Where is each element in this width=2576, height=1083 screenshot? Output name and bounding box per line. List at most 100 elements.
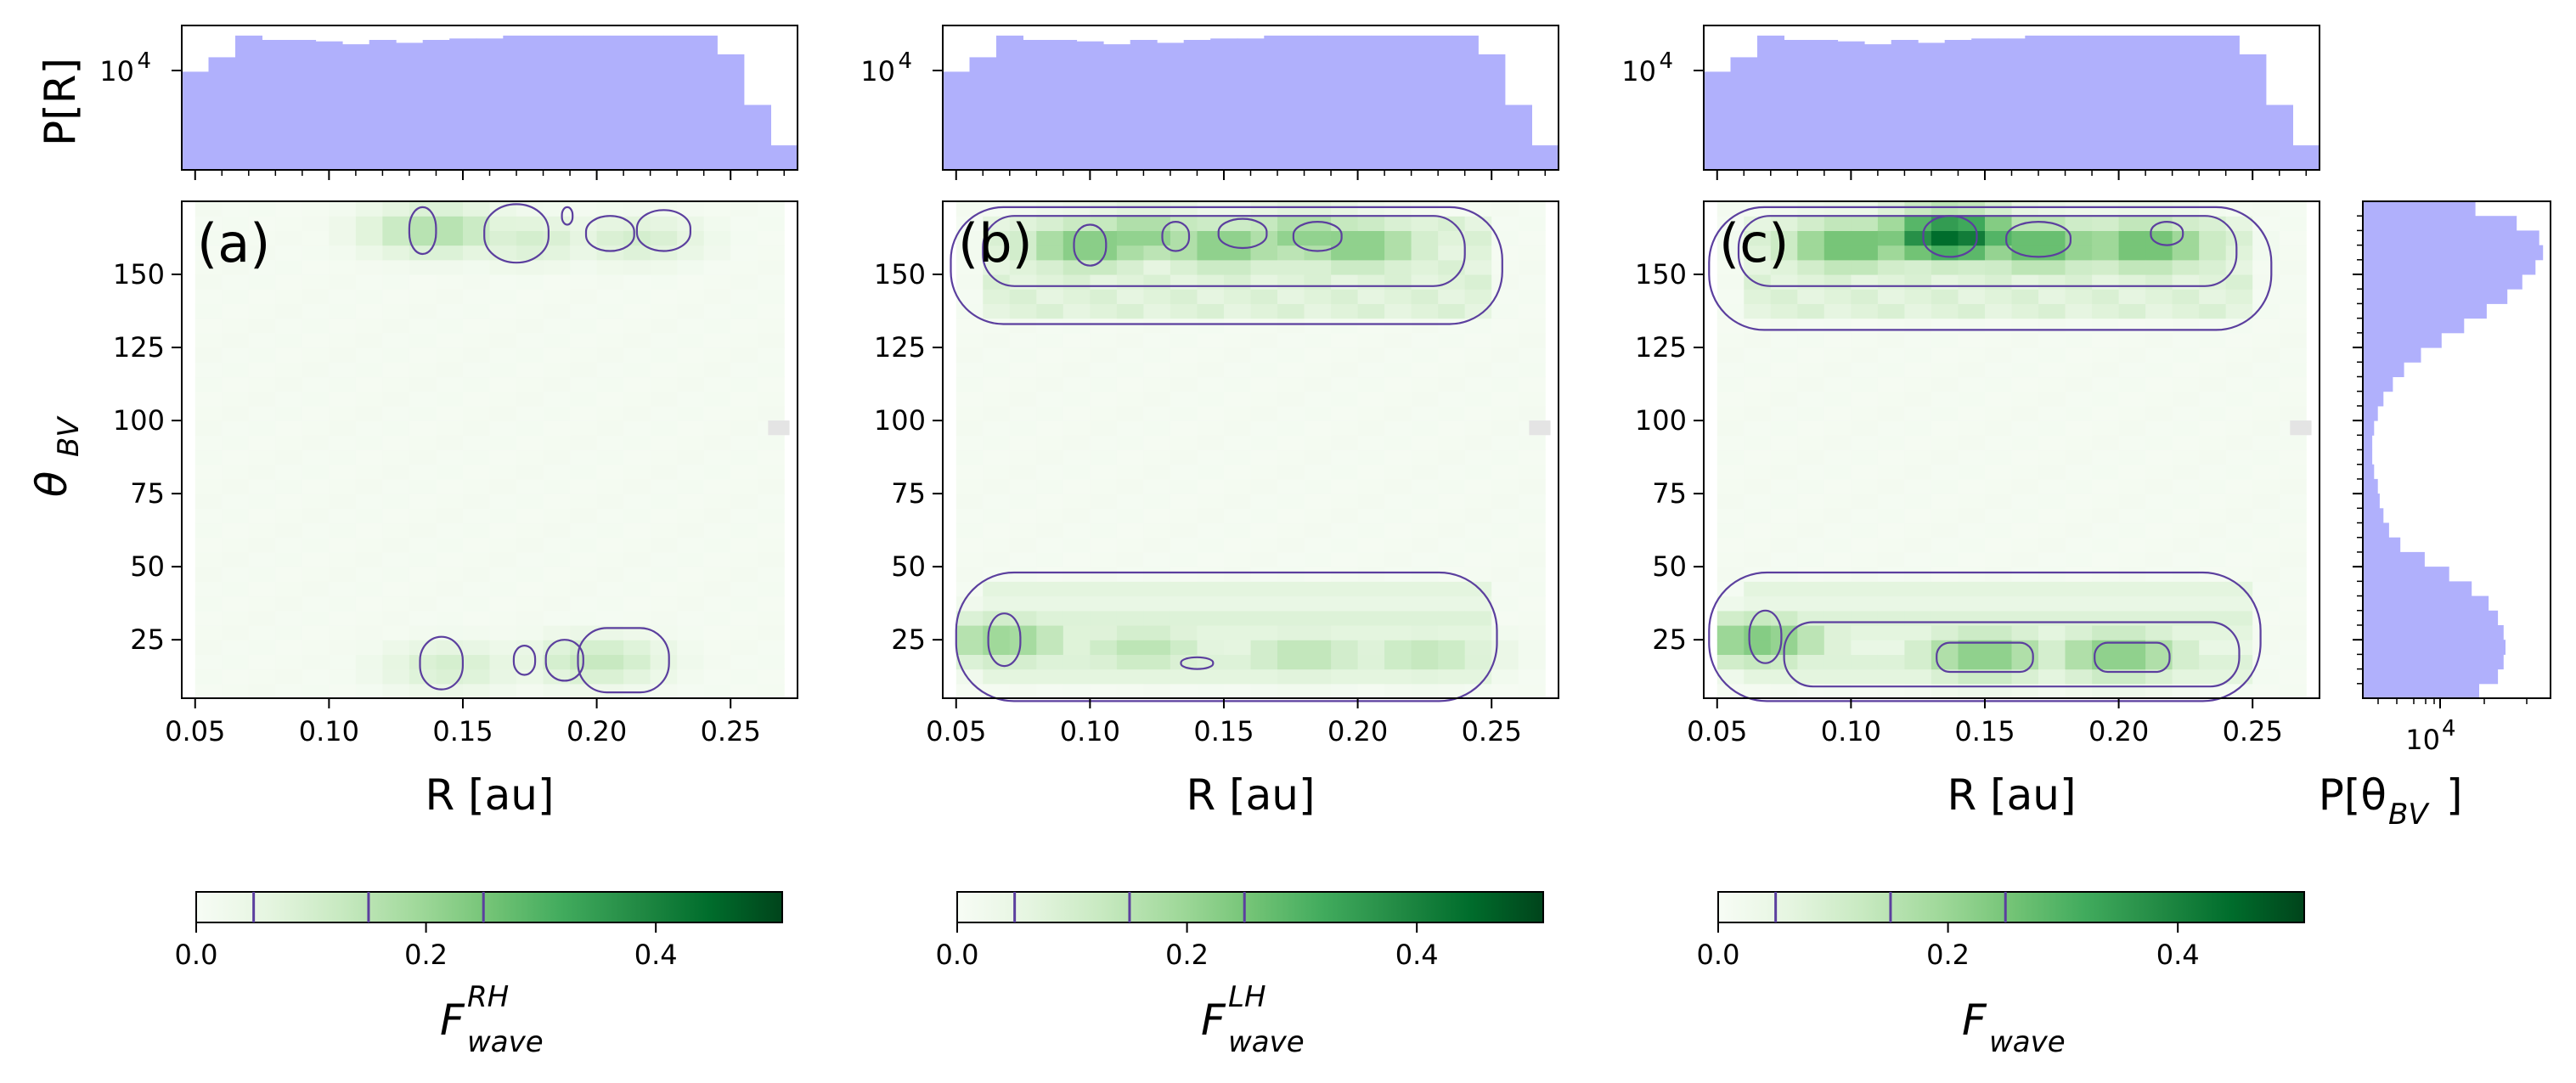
heatmap-cell — [703, 259, 731, 275]
heatmap-cell — [248, 625, 276, 640]
heatmap-cell — [1770, 567, 1798, 582]
heatmap-cell — [194, 332, 223, 348]
heatmap-cell — [2279, 362, 2307, 378]
marginal-theta-xlabel-end: ] — [2446, 770, 2463, 820]
y-tick-label: 100 — [113, 404, 165, 437]
heatmap-cell — [382, 391, 410, 407]
heatmap-cell — [1384, 230, 1412, 246]
heatmap-cell — [409, 508, 437, 524]
heatmap-cell — [2172, 274, 2200, 290]
marginal-theta-xlabel-main: P[θ — [2319, 770, 2387, 820]
heatmap-cell — [983, 522, 1011, 539]
heatmap-cell — [596, 435, 624, 451]
heatmap-cell — [1904, 449, 1932, 465]
y-tick-label: 100 — [874, 404, 926, 437]
heatmap-cell — [248, 420, 276, 436]
heatmap-cell — [2279, 595, 2307, 612]
heatmap-cell — [983, 303, 1011, 319]
heatmap-cell — [677, 347, 705, 363]
heatmap-cell — [1985, 347, 2013, 363]
heatmap-cell — [2145, 347, 2173, 363]
heatmap-cell — [1438, 654, 1466, 670]
heatmap-cell — [2145, 581, 2173, 597]
heatmap-cell — [1250, 216, 1278, 231]
heatmap-cell — [1491, 610, 1519, 626]
heatmap-cell — [1851, 435, 1879, 451]
heatmap-cell — [1518, 668, 1546, 685]
heatmap-cell — [1770, 362, 1798, 378]
heatmap-cell — [1877, 449, 1905, 465]
colorbar-gradient — [195, 891, 783, 923]
heatmap-cell — [1143, 581, 1171, 597]
heatmap-cell — [1304, 640, 1332, 655]
heatmap-cell — [1116, 362, 1144, 378]
heatmap-cell — [382, 318, 410, 334]
heatmap-cell — [275, 376, 303, 392]
heatmap-cell — [1009, 332, 1037, 348]
heatmap-cell — [570, 494, 598, 509]
heatmap-cell — [516, 420, 544, 436]
heatmap-cell — [2225, 567, 2253, 582]
y-tick-label: 25 — [1652, 623, 1687, 656]
heatmap-cell — [1331, 303, 1359, 319]
heatmap-cell — [248, 362, 276, 378]
heatmap-cell — [1851, 201, 1879, 217]
heatmap-cell — [1197, 362, 1225, 378]
heatmap-cell — [1823, 668, 1852, 685]
heatmap-cell — [516, 683, 544, 699]
heatmap-cell — [1384, 625, 1412, 640]
heatmap-cell — [1331, 347, 1359, 363]
heatmap-cell — [1009, 522, 1037, 539]
heatmap-cell — [983, 508, 1011, 524]
heatmap-cell — [2011, 230, 2039, 246]
heatmap-cell — [2011, 508, 2039, 524]
heatmap-cell — [1958, 522, 1986, 539]
heatmap-cell — [2038, 668, 2066, 685]
heatmap-cell — [2118, 494, 2146, 509]
heatmap-cell — [955, 405, 984, 421]
marginal-y-tick-exponent: 4 — [137, 48, 151, 74]
heatmap-cell — [382, 683, 410, 699]
heatmap-cell — [2038, 508, 2066, 524]
heatmap-cell — [2118, 230, 2146, 246]
heatmap-cell — [1770, 595, 1798, 612]
heatmap-cell — [302, 494, 330, 509]
heatmap-cell — [1985, 508, 2013, 524]
r-histogram-bar — [2292, 145, 2320, 170]
heatmap-cell — [2092, 405, 2120, 421]
heatmap-cell — [1438, 376, 1466, 392]
heatmap-cell — [1090, 640, 1118, 655]
heatmap-cell — [1744, 581, 1772, 597]
heatmap-cell — [1036, 332, 1064, 348]
heatmap-cell — [1384, 201, 1412, 217]
heatmap-cell — [1277, 230, 1305, 246]
heatmap-cell — [194, 522, 223, 539]
heatmap-cell — [382, 362, 410, 378]
heatmap-cell — [409, 362, 437, 378]
heatmap-cell — [489, 318, 517, 334]
heatmap-cell — [1797, 668, 1825, 685]
heatmap-cell — [1823, 259, 1852, 275]
heatmap-cell — [543, 274, 571, 290]
heatmap-cell — [2172, 567, 2200, 582]
theta-histogram-bar — [2363, 478, 2378, 494]
heatmap-cell — [703, 405, 731, 421]
heatmap-cell — [1770, 216, 1798, 231]
heatmap-cell — [1357, 464, 1385, 480]
heatmap-cell — [1411, 332, 1439, 348]
heatmap-cell — [1770, 376, 1798, 392]
heatmap-cell — [570, 201, 598, 217]
heatmap-cell — [1170, 625, 1198, 640]
heatmap-cell — [2172, 216, 2200, 231]
heatmap-cell — [1411, 625, 1439, 640]
heatmap-cell — [1438, 683, 1466, 699]
heatmap-cell — [2011, 581, 2039, 597]
heatmap-cell — [2011, 551, 2039, 567]
heatmap-cell — [222, 508, 250, 524]
theta-histogram-bar — [2363, 522, 2389, 539]
heatmap-cell — [1851, 274, 1879, 290]
heatmap-cell — [1063, 668, 1091, 685]
heatmap-cell — [1958, 303, 1986, 319]
heatmap-cell — [248, 274, 276, 290]
heatmap-cell — [489, 551, 517, 567]
